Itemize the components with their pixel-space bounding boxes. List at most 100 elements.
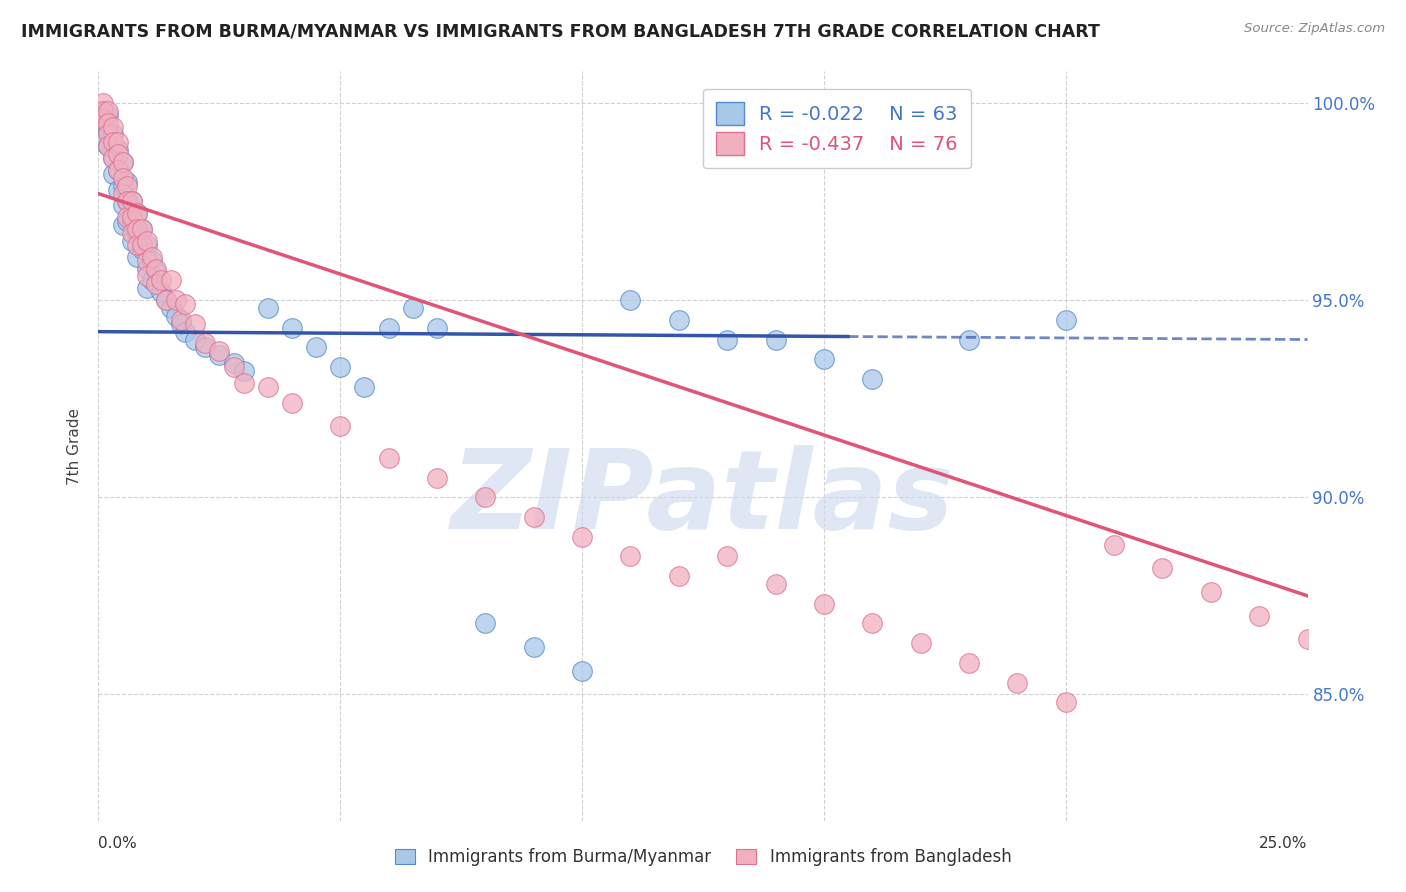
Point: [523, 510, 546, 524]
Point: [121, 194, 143, 209]
Point: [107, 183, 129, 197]
Point: [111, 198, 134, 212]
Point: [107, 143, 129, 157]
Point: [194, 340, 217, 354]
Point: [716, 549, 738, 564]
Point: [716, 333, 738, 347]
Point: [97, 115, 120, 129]
Point: [169, 317, 191, 331]
Point: [121, 226, 143, 240]
Point: [135, 281, 157, 295]
Point: [523, 640, 546, 654]
Point: [127, 206, 149, 220]
Point: [765, 577, 787, 591]
Point: [377, 320, 399, 334]
Point: [1152, 561, 1174, 575]
Point: [619, 549, 641, 564]
Point: [619, 293, 641, 307]
Point: [329, 419, 352, 434]
Point: [1393, 680, 1406, 694]
Point: [101, 151, 124, 165]
Point: [135, 253, 157, 268]
Point: [1199, 585, 1222, 599]
Point: [160, 301, 183, 315]
Point: [131, 222, 153, 236]
Point: [117, 175, 139, 189]
Point: [127, 238, 149, 252]
Point: [127, 226, 149, 240]
Point: [111, 170, 134, 185]
Point: [150, 285, 173, 300]
Point: [121, 214, 143, 228]
Point: [184, 333, 207, 347]
Point: [377, 450, 399, 465]
Point: [281, 395, 304, 409]
Point: [91, 103, 114, 118]
Point: [208, 348, 231, 362]
Point: [121, 211, 143, 225]
Point: [305, 340, 328, 354]
Point: [1344, 656, 1367, 670]
Point: [474, 490, 496, 504]
Point: [1102, 538, 1125, 552]
Point: [117, 178, 139, 193]
Point: [232, 376, 254, 390]
Point: [174, 325, 197, 339]
Point: [117, 211, 139, 225]
Text: 0.0%: 0.0%: [98, 837, 138, 852]
Point: [194, 336, 217, 351]
Point: [97, 123, 120, 137]
Point: [145, 277, 167, 292]
Point: [571, 530, 593, 544]
Point: [174, 297, 197, 311]
Point: [957, 333, 980, 347]
Legend: R = -0.022    N = 63, R = -0.437    N = 76: R = -0.022 N = 63, R = -0.437 N = 76: [703, 88, 972, 169]
Point: [1249, 608, 1271, 623]
Point: [165, 293, 187, 307]
Point: [117, 194, 139, 209]
Point: [121, 194, 143, 209]
Point: [256, 301, 278, 315]
Point: [101, 136, 124, 150]
Point: [232, 364, 254, 378]
Point: [353, 380, 375, 394]
Legend: Immigrants from Burma/Myanmar, Immigrants from Bangladesh: Immigrants from Burma/Myanmar, Immigrant…: [387, 840, 1019, 875]
Y-axis label: 7th Grade: 7th Grade: [67, 408, 83, 484]
Point: [281, 320, 304, 334]
Point: [184, 317, 207, 331]
Point: [141, 253, 163, 268]
Point: [101, 120, 124, 134]
Point: [155, 293, 177, 307]
Point: [107, 147, 129, 161]
Text: ZIPatlas: ZIPatlas: [451, 445, 955, 552]
Text: Source: ZipAtlas.com: Source: ZipAtlas.com: [1244, 22, 1385, 36]
Point: [256, 380, 278, 394]
Point: [141, 273, 163, 287]
Point: [111, 178, 134, 193]
Point: [160, 273, 183, 287]
Point: [107, 163, 129, 178]
Point: [402, 301, 425, 315]
Point: [474, 616, 496, 631]
Point: [135, 269, 157, 284]
Point: [91, 95, 114, 110]
Point: [117, 214, 139, 228]
Point: [165, 309, 187, 323]
Point: [117, 194, 139, 209]
Point: [111, 218, 134, 232]
Point: [668, 313, 690, 327]
Point: [91, 103, 114, 118]
Point: [121, 234, 143, 248]
Point: [127, 206, 149, 220]
Point: [131, 242, 153, 256]
Point: [135, 234, 157, 248]
Text: 25.0%: 25.0%: [1260, 837, 1308, 852]
Point: [107, 163, 129, 178]
Point: [813, 352, 835, 367]
Point: [910, 636, 932, 650]
Point: [141, 250, 163, 264]
Point: [135, 261, 157, 276]
Text: IMMIGRANTS FROM BURMA/MYANMAR VS IMMIGRANTS FROM BANGLADESH 7TH GRADE CORRELATIO: IMMIGRANTS FROM BURMA/MYANMAR VS IMMIGRA…: [21, 22, 1099, 40]
Point: [111, 155, 134, 169]
Point: [860, 616, 883, 631]
